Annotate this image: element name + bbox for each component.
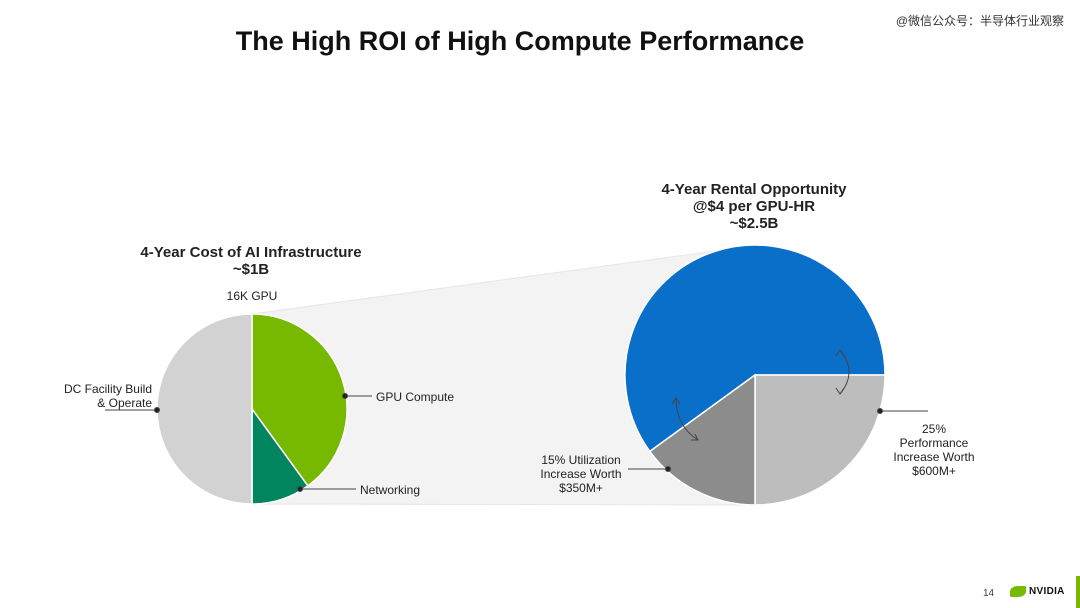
dc-facility-label-line1: DC Facility Build xyxy=(63,382,152,396)
utilization-leader-dot xyxy=(665,466,671,472)
performance-label-line3: Increase Worth xyxy=(893,450,975,464)
nvidia-eye-icon xyxy=(1010,586,1026,597)
dc-facility-label: DC Facility Build & Operate xyxy=(40,382,152,410)
utilization-arrowhead-bottom xyxy=(691,433,699,441)
right-chart-title: 4-Year Rental Opportunity @$4 per GPU-HR… xyxy=(630,181,878,232)
networking-leader-dot xyxy=(297,486,303,492)
left-chart-title-line: 4-Year Cost of AI Infrastructure xyxy=(140,244,362,261)
gpu-count-label: 16K GPU xyxy=(226,289,278,303)
nvidia-logo-text: NVIDIA xyxy=(1029,586,1065,597)
pie-slice-utilization xyxy=(648,373,756,506)
dc-facility-label-line2: & Operate xyxy=(97,396,152,410)
pie-slice-rental-base xyxy=(624,244,886,453)
utilization-label-line1: 15% Utilization xyxy=(541,453,621,467)
page-number: 14 xyxy=(983,588,995,599)
pie-slice-dc-facility xyxy=(156,313,253,505)
performance-label: 25% Performance Increase Worth $600M+ xyxy=(880,422,988,478)
pie-slice-performance xyxy=(754,374,886,506)
right-chart-title-line2: @$4 per GPU-HR xyxy=(692,198,816,215)
performance-leader-dot xyxy=(877,408,883,414)
page-title: The High ROI of High Compute Performance xyxy=(235,26,805,56)
accent-bar xyxy=(1076,576,1080,608)
performance-label-line1: 25% xyxy=(921,422,947,436)
utilization-shift-arrow xyxy=(675,397,699,441)
utilization-label: 15% Utilization Increase Worth $350M+ xyxy=(524,453,638,495)
gpu-compute-label: GPU Compute xyxy=(376,390,455,404)
left-chart-title: 4-Year Cost of AI Infrastructure ~$1B xyxy=(120,244,382,278)
watermark-text: @微信公众号：半导体行业观察 xyxy=(895,14,1064,28)
performance-arrowhead-top xyxy=(835,349,845,357)
right-chart-title-line1: 4-Year Rental Opportunity xyxy=(661,181,847,198)
dc-facility-leader-dot xyxy=(154,407,160,413)
left-chart-subtitle: ~$1B xyxy=(232,261,270,278)
performance-label-line2: Performance xyxy=(899,436,969,450)
utilization-label-line3: $350M+ xyxy=(559,481,603,495)
networking-label: Networking xyxy=(360,483,421,497)
pie-slice-gpu-compute xyxy=(251,313,348,487)
performance-arrowhead-bottom xyxy=(835,387,845,395)
utilization-label-line2: Increase Worth xyxy=(540,467,622,481)
nvidia-logo: NVIDIA xyxy=(1010,586,1065,597)
gpu-compute-leader-dot xyxy=(342,393,348,399)
performance-label-line4: $600M+ xyxy=(912,464,956,478)
utilization-arrowhead-top xyxy=(671,397,681,405)
right-chart-subtitle: ~$2.5B xyxy=(729,215,779,232)
